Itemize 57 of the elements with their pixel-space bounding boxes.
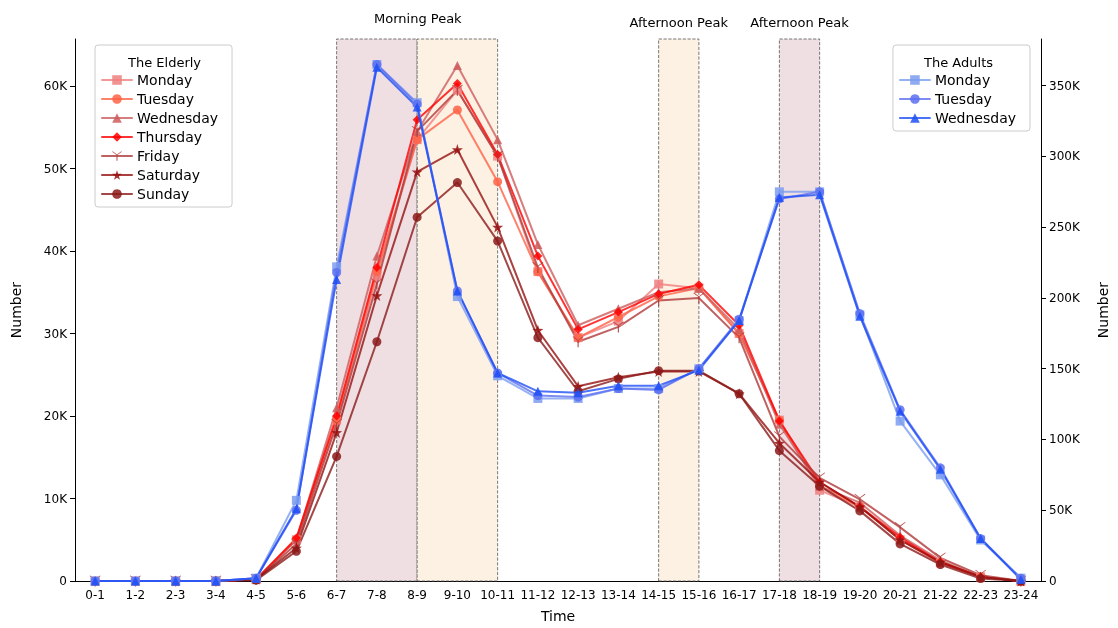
x-tick-label: 15-16 — [681, 588, 717, 602]
x-tick-label: 20-21 — [882, 588, 918, 602]
x-tick-label: 5-6 — [286, 588, 307, 602]
legend-label: Wednesday — [934, 110, 1017, 126]
x-tick-label: 10-11 — [480, 588, 516, 602]
x-tick-label: 22-23 — [963, 588, 999, 602]
text: The Adults — [924, 55, 993, 70]
legend-label: Wednesday — [137, 110, 219, 126]
y2-tick-label: 250K — [1049, 220, 1081, 235]
x-tick-label: 9-10 — [443, 588, 471, 602]
x-tick-label: 0-1 — [85, 588, 105, 602]
y-tick-label: 40K — [43, 244, 69, 259]
y-tick-label: 50K — [43, 161, 69, 176]
y2-axis-title: Number — [1095, 281, 1111, 339]
legend-label: Saturday — [137, 167, 201, 183]
y2-tick-label: 200K — [1049, 290, 1081, 305]
y2-tick-label: 100K — [1049, 432, 1081, 447]
y-tick-label: 10K — [43, 491, 69, 506]
y-tick-label: 60K — [43, 79, 69, 94]
x-tick-label: 19-20 — [842, 588, 878, 602]
y2-tick-label: 150K — [1049, 361, 1081, 376]
text: Morning Peak — [374, 11, 463, 26]
x-tick-label: 23-24 — [1003, 588, 1039, 602]
y2-tick-label: 50K — [1049, 503, 1074, 518]
x-tick-label: 12-13 — [560, 588, 596, 602]
y-axis-title: Number — [8, 281, 24, 339]
x-tick-label: 14-15 — [641, 588, 677, 602]
y2-tick-label: 350K — [1049, 78, 1081, 93]
x-tick-label: 6-7 — [326, 588, 347, 602]
x-axis-title: Time — [539, 608, 576, 624]
y-tick-label: 0 — [59, 574, 67, 588]
legend-label: Friday — [137, 148, 180, 164]
x-tick-label: 3-4 — [206, 588, 226, 602]
legend-label: Thursday — [136, 129, 203, 145]
x-tick-label: 2-3 — [165, 588, 186, 602]
x-tick-label: 7-8 — [367, 588, 387, 602]
text: The Elderly — [128, 55, 202, 70]
x-tick-label: 13-14 — [600, 588, 636, 602]
x-tick-label: 16-17 — [721, 588, 757, 602]
x-tick-label: 8-9 — [407, 588, 427, 602]
legend-label: Tuesday — [933, 91, 992, 107]
x-tick-label: 21-22 — [922, 588, 958, 602]
legend-label: Monday — [137, 72, 193, 88]
x-tick-label: 17-18 — [761, 588, 797, 602]
legend-label: Sunday — [137, 186, 190, 202]
x-tick-label: 1-2 — [125, 588, 146, 602]
y2-tick-label: 300K — [1049, 149, 1081, 164]
legend-label: Tuesday — [136, 91, 194, 107]
x-tick-label: 11-12 — [520, 588, 556, 602]
legend-label: Monday — [934, 72, 991, 88]
x-tick-label: 4-5 — [246, 588, 266, 602]
band-label: Afternoon Peak — [629, 14, 729, 30]
y-tick-label: 30K — [43, 326, 69, 341]
y2-tick-label: 0 — [1049, 574, 1057, 588]
x-tick-label: 18-19 — [802, 588, 838, 602]
band-label: Afternoon Peak — [750, 14, 850, 30]
y-tick-label: 20K — [43, 409, 69, 424]
